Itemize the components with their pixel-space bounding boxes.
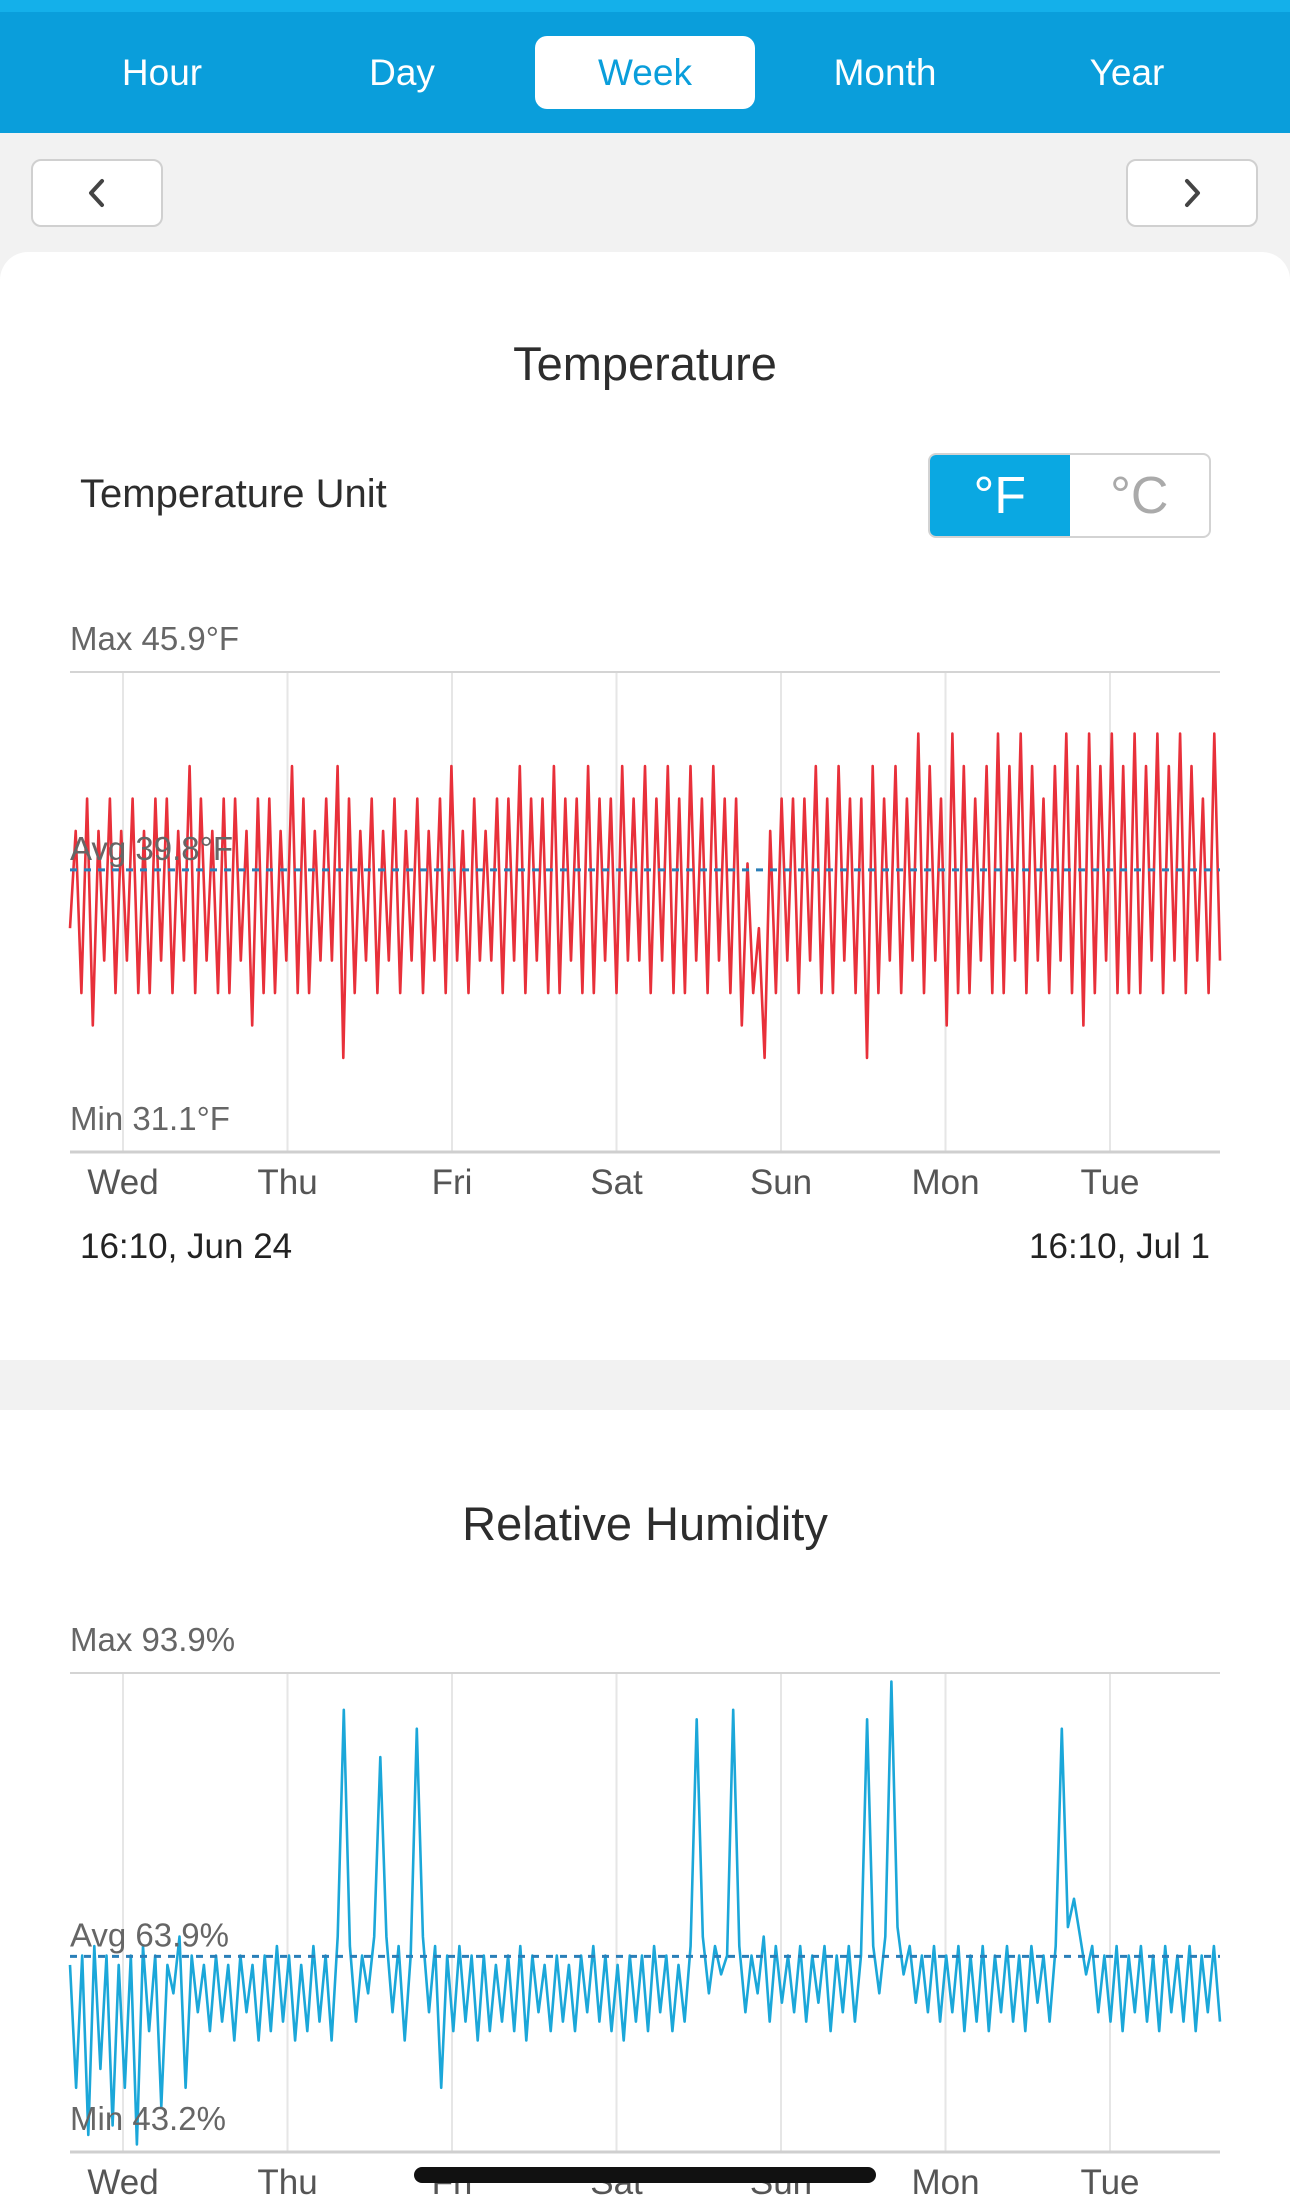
tab-week[interactable]: Week: [535, 36, 755, 109]
unit-celsius-button[interactable]: °C: [1110, 466, 1169, 525]
min-label: Min 43.2%: [70, 2100, 226, 2137]
temperature-chart: Max 45.9°F Avg 39.8°F Min 31.1°F Wed Thu Fri S…: [0, 602, 1290, 1202]
x-tick-label: Thu: [257, 2163, 317, 2202]
home-indicator: [414, 2167, 876, 2183]
humidity-chart: Max 93.9%Avg 63.9%Min 43.2%WedThuFriSatS…: [0, 1598, 1290, 2209]
temperature-unit-label: Temperature Unit: [80, 472, 387, 516]
max-label: Max 45.9°F: [70, 620, 239, 657]
status-stripe: [0, 0, 1290, 12]
temperature-title: Temperature: [513, 337, 777, 390]
humidity-chart-svg: Max 93.9%Avg 63.9%Min 43.2%WedThuFriSatS…: [68, 1621, 1222, 2202]
min-label: Min 31.1°F: [70, 1100, 230, 1137]
x-tick-label: Thu: [257, 1163, 317, 1202]
x-tick-label: Mon: [911, 2163, 979, 2202]
x-tick-label: Wed: [87, 2163, 158, 2202]
x-tick-label: Wed: [87, 1163, 158, 1202]
tab-year[interactable]: Year: [1089, 51, 1165, 93]
next-period-button[interactable]: [1126, 159, 1258, 227]
series-line: [68, 1680, 1222, 2146]
range-start-date: 16:10, Jun 24: [80, 1227, 293, 1266]
previous-period-button[interactable]: [31, 159, 163, 227]
humidity-title: Relative Humidity: [462, 1497, 828, 1550]
chevron-right-icon: [1185, 179, 1200, 207]
period-tab-bar: Hour Day Week Month Year: [0, 0, 1290, 133]
humidity-card: Relative Humidity Max 93.9% Avg 63.9% Min …: [0, 1410, 1290, 2209]
x-tick-label: Fri: [432, 1163, 473, 1202]
x-tick-label: Tue: [1080, 1163, 1139, 1202]
avg-label: Avg 39.8°F: [70, 830, 233, 867]
avg-label: Avg 63.9%: [70, 1916, 229, 1953]
max-label: Max 93.9%: [70, 1621, 235, 1658]
chevron-left-icon: [89, 179, 104, 207]
tab-month[interactable]: Month: [833, 51, 937, 93]
tab-day[interactable]: Day: [369, 51, 435, 93]
x-tick-label: Mon: [911, 1163, 979, 1202]
x-tick-label: Sun: [750, 1163, 812, 1202]
unit-fahrenheit-button[interactable]: °F: [930, 455, 1070, 536]
x-tick-label: Tue: [1080, 2163, 1139, 2202]
tab-hour[interactable]: Hour: [121, 51, 203, 93]
temperature-unit-toggle: °F °C: [928, 453, 1211, 538]
x-tick-label: Sat: [590, 1163, 643, 1202]
range-end-date: 16:10, Jul 1: [1029, 1227, 1210, 1266]
temperature-chart-svg: Max 45.9°F Avg 39.8°F Min 31.1°F Wed Thu Fri S…: [68, 620, 1222, 1202]
series-line: [68, 732, 1222, 1060]
temperature-card: Temperature Temperature Unit °F °C Max 4…: [0, 252, 1290, 1360]
